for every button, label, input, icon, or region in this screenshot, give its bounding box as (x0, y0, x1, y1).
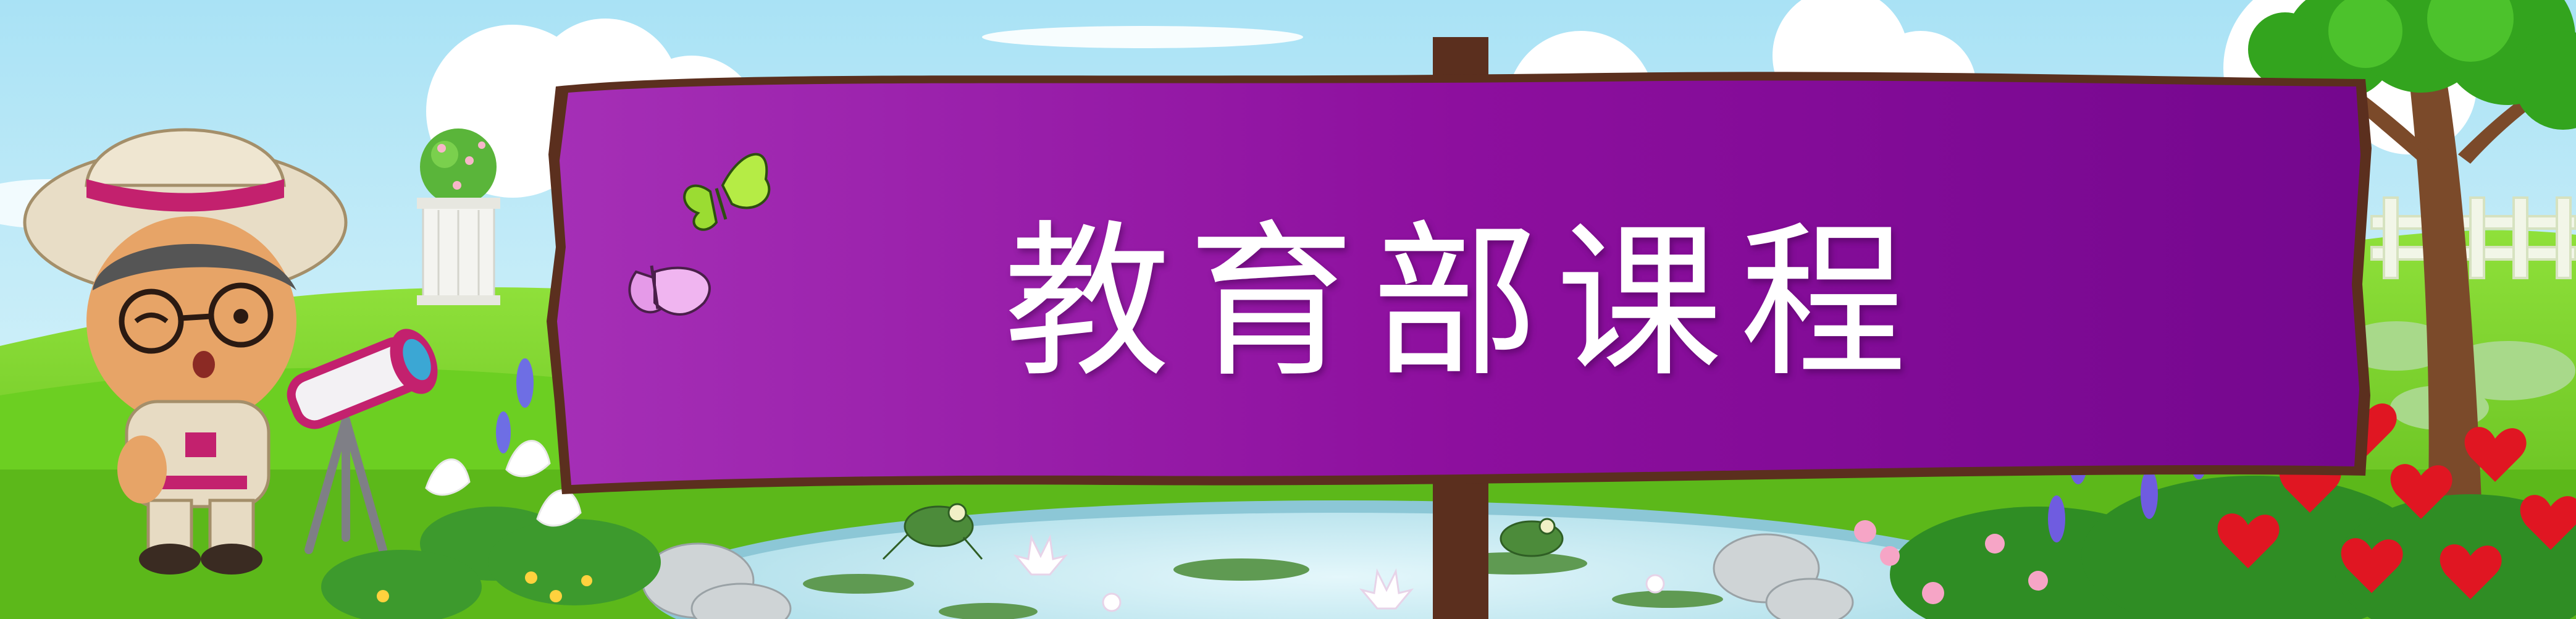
calla-lilies (321, 358, 661, 619)
frogs (882, 503, 1564, 560)
explorer-character (23, 128, 348, 575)
tree (2248, 0, 2576, 531)
pond (648, 500, 2032, 619)
telescope (287, 329, 438, 554)
potted-topiary (417, 128, 500, 305)
water-lilies (1013, 534, 1665, 612)
rocks (641, 533, 1854, 619)
sign-board (547, 72, 2372, 494)
banner-title: 教育部课程 (1004, 204, 1924, 400)
pink-butterfly (628, 265, 711, 316)
green-butterfly (683, 153, 771, 231)
